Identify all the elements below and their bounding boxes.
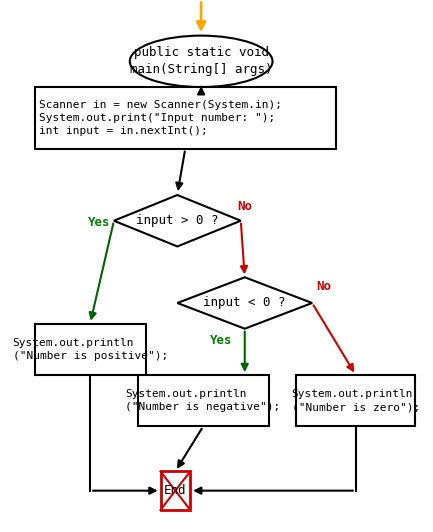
Text: input > 0 ?: input > 0 ? xyxy=(136,214,219,227)
Text: Yes: Yes xyxy=(210,334,233,347)
Text: System.out.println
("Number is zero");: System.out.println ("Number is zero"); xyxy=(292,389,420,412)
Bar xyxy=(35,87,336,149)
Text: System.out.println
("Number is negative");: System.out.println ("Number is negative"… xyxy=(126,389,281,412)
Text: input < 0 ?: input < 0 ? xyxy=(204,296,286,310)
Text: No: No xyxy=(316,280,331,293)
Bar xyxy=(35,323,145,375)
Bar xyxy=(138,375,268,426)
Ellipse shape xyxy=(130,36,272,87)
Text: Yes: Yes xyxy=(87,215,110,229)
Text: Scanner in = new Scanner(System.in);
System.out.print("Input number: ");
int inp: Scanner in = new Scanner(System.in); Sys… xyxy=(39,99,282,136)
Text: End: End xyxy=(164,484,187,497)
Polygon shape xyxy=(114,195,241,246)
Bar xyxy=(296,375,415,426)
Polygon shape xyxy=(178,277,312,329)
Text: System.out.println
("Number is positive");: System.out.println ("Number is positive"… xyxy=(13,338,168,361)
Bar xyxy=(161,471,190,510)
Text: public static void
main(String[] args): public static void main(String[] args) xyxy=(130,46,272,76)
Text: No: No xyxy=(237,200,252,213)
